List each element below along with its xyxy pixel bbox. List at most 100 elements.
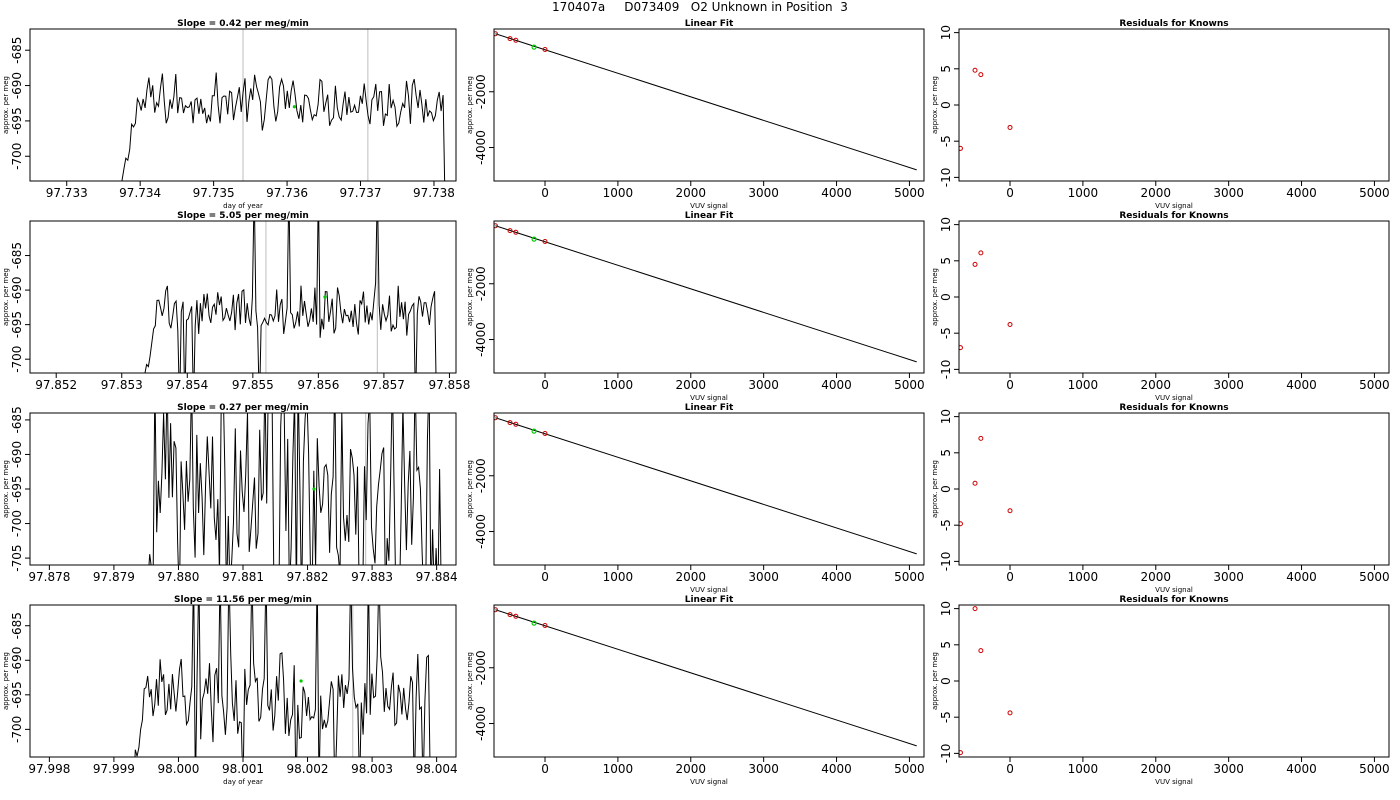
y-tick-label: -695 <box>10 681 24 708</box>
x-tick-label: 5000 <box>894 570 925 584</box>
plot-area <box>494 415 917 555</box>
known-point <box>507 36 513 42</box>
x-tick-label: 3000 <box>748 378 779 392</box>
x-tick-label: 5000 <box>1359 186 1390 200</box>
plot-area <box>148 413 442 565</box>
x-tick-label: 3000 <box>1213 570 1244 584</box>
signal-trace <box>148 413 442 565</box>
x-tick-label: 0 <box>541 186 549 200</box>
plot-area <box>494 31 917 171</box>
y-tick-label: -2000 <box>474 266 488 301</box>
x-axis-label: VUV signal <box>1155 394 1193 402</box>
x-tick-label: 3000 <box>748 186 779 200</box>
panel-r2c2: Linear Fit 0 1000 2000 3000 4000 5000 -2000 -400… <box>466 211 925 402</box>
residual-point <box>972 261 978 267</box>
y-tick-label: -700 <box>10 510 24 537</box>
unknown-point <box>531 428 537 434</box>
y-axis-label: approx. per meg <box>466 652 474 710</box>
signal-trace <box>134 605 431 757</box>
residual-point <box>1007 508 1013 514</box>
residual-point <box>1007 322 1013 328</box>
x-tick-label: 97.736 <box>266 186 308 200</box>
known-point <box>513 229 519 235</box>
plot-frame <box>958 412 1390 566</box>
unknown-marker <box>299 679 303 683</box>
panel-r1c2: Linear Fit 0 1000 2000 3000 4000 5000 -2000 -400… <box>466 19 925 210</box>
plot-frame <box>958 604 1390 758</box>
x-tick-label: 2000 <box>1141 186 1172 200</box>
unknown-marker <box>312 487 316 491</box>
x-axis-label: VUV signal <box>690 586 728 594</box>
panel-title: Residuals for Knowns <box>1119 211 1228 221</box>
x-tick-label: 1000 <box>1068 570 1099 584</box>
x-tick-label: 97.853 <box>101 378 143 392</box>
x-tick-label: 0 <box>541 570 549 584</box>
residual-point <box>959 521 963 527</box>
plot-area <box>121 29 446 181</box>
plot-area <box>144 221 437 373</box>
x-tick-label: 0 <box>541 378 549 392</box>
y-tick-label: 10 <box>939 217 953 232</box>
y-tick-label: 10 <box>939 409 953 424</box>
signal-trace <box>121 72 446 181</box>
known-point <box>513 421 519 427</box>
known-point <box>542 430 548 436</box>
residual-point <box>972 480 978 486</box>
x-tick-label: 97.879 <box>93 570 135 584</box>
y-tick-label: -685 <box>10 612 24 639</box>
y-tick-label: -685 <box>10 242 24 269</box>
y-axis-label: approx. per meg <box>2 652 10 710</box>
plot-frame <box>29 604 457 758</box>
y-tick-label: 10 <box>939 601 953 616</box>
y-tick-label: -2000 <box>474 74 488 109</box>
unknown-marker <box>292 105 297 109</box>
x-tick-label: 3000 <box>1213 378 1244 392</box>
panel-title: Slope = 11.56 per meg/min <box>174 595 312 605</box>
x-tick-label: 98.002 <box>287 762 329 776</box>
panel-title: Linear Fit <box>685 211 734 221</box>
x-axis-label: VUV signal <box>690 778 728 786</box>
x-tick-label: 97.738 <box>413 186 455 200</box>
residual-point <box>1007 710 1013 716</box>
panel-title: Slope = 0.27 per meg/min <box>177 403 309 413</box>
x-axis-label: day of year <box>223 778 263 786</box>
x-tick-label: 2000 <box>676 570 707 584</box>
plot-area <box>494 607 917 747</box>
x-tick-label: 4000 <box>1286 762 1317 776</box>
panel-title: Slope = 5.05 per meg/min <box>177 211 309 221</box>
x-tick-label: 97.878 <box>28 570 70 584</box>
x-tick-label: 97.998 <box>28 762 70 776</box>
panel-r3c1: Slope = 0.27 per meg/min 97.878 97.879 97.8… <box>2 403 458 584</box>
plot-frame <box>29 28 457 182</box>
residual-point <box>959 750 963 756</box>
y-tick-label: -685 <box>10 37 24 64</box>
panel-r3c2: Linear Fit 0 1000 2000 3000 4000 5000 -2000 -400… <box>466 403 925 594</box>
known-point <box>507 228 513 234</box>
x-tick-label: 5000 <box>894 378 925 392</box>
plot-area <box>959 606 1013 756</box>
x-tick-label: 4000 <box>1286 378 1317 392</box>
y-tick-label: -5 <box>939 519 953 531</box>
panel-title: Residuals for Knowns <box>1119 403 1228 413</box>
known-point <box>542 46 548 52</box>
figure-title: 170407a D073409 O2 Unknown in Position 3 <box>552 0 848 14</box>
x-tick-label: 5000 <box>1359 378 1390 392</box>
fit-line <box>495 225 917 363</box>
known-point <box>513 613 519 619</box>
y-tick-label: 0 <box>939 485 953 493</box>
y-tick-label: -690 <box>10 72 24 99</box>
x-tick-label: 97.737 <box>340 186 382 200</box>
plot-area <box>959 250 1013 351</box>
panel-title: Residuals for Knowns <box>1119 19 1228 29</box>
panel-r1c3: Residuals for Knowns 0 1000 2000 3000 4000 500… <box>931 19 1390 210</box>
fit-line <box>495 609 917 747</box>
x-tick-label: 2000 <box>1141 762 1172 776</box>
x-tick-label: 2000 <box>676 378 707 392</box>
x-tick-label: 98.003 <box>351 762 393 776</box>
x-axis-label: VUV signal <box>1155 778 1193 786</box>
known-point <box>494 31 498 37</box>
x-tick-label: 4000 <box>821 186 852 200</box>
x-tick-label: 97.999 <box>93 762 135 776</box>
panel-r2c1: Slope = 5.05 per meg/min 97.852 97.853 97.8… <box>2 211 470 392</box>
